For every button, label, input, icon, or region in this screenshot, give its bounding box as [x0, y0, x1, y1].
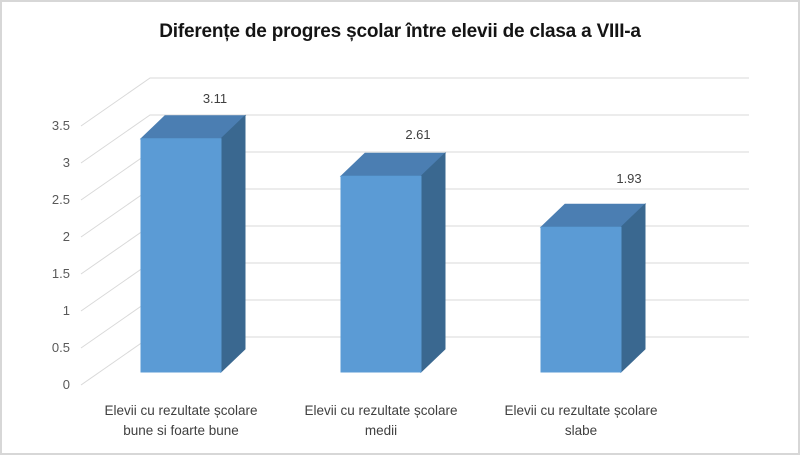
bar-1-front-face — [140, 138, 222, 373]
y-axis-tick-label-0.5: 0.5 — [51, 340, 70, 355]
value-label-bar-3: 1.93 — [616, 171, 642, 187]
gridline-3.5 — [80, 77, 749, 127]
gridline-3 — [80, 114, 749, 164]
category-label-3: Elevii cu rezultate școlare slabe — [461, 401, 701, 441]
category-label-3-line-2: slabe — [564, 423, 598, 438]
y-axis-tick-label-1: 1 — [62, 303, 70, 318]
category-label-2: Elevii cu rezultate școlare medii — [261, 401, 501, 441]
bar-3-side-face — [620, 203, 646, 374]
y-axis-tick-label-2.5: 2.5 — [51, 192, 70, 207]
bar-3-front-face — [540, 226, 622, 373]
category-label-2-line-2: medii — [364, 423, 398, 438]
bar-1-side-face — [220, 114, 246, 374]
y-axis-tick-label-2: 2 — [62, 229, 70, 244]
y-axis-tick-label-3: 3 — [62, 155, 70, 170]
y-axis-tick-label-1.5: 1.5 — [51, 266, 70, 281]
category-label-3-line-1: Elevii cu rezultate școlare — [504, 403, 658, 418]
y-axis-tick-label-0: 0 — [62, 377, 70, 392]
chart-title: Diferențe de progres școlar între elevii… — [159, 21, 641, 42]
category-label-1-line-1: Elevii cu rezultate școlare — [104, 403, 258, 418]
value-label-bar-1: 3.11 — [202, 90, 228, 106]
bar-2-side-face — [420, 152, 446, 374]
category-label-1-line-2: bune si foarte bune — [123, 423, 239, 438]
category-label-1: Elevii cu rezultate școlare bune si foart… — [61, 401, 301, 441]
value-label-bar-2: 2.61 — [405, 127, 431, 143]
y-axis-tick-label-3.5: 3.5 — [51, 118, 70, 133]
category-label-2-line-1: Elevii cu rezultate școlare — [304, 403, 458, 418]
bar-2-front-face — [340, 175, 422, 373]
